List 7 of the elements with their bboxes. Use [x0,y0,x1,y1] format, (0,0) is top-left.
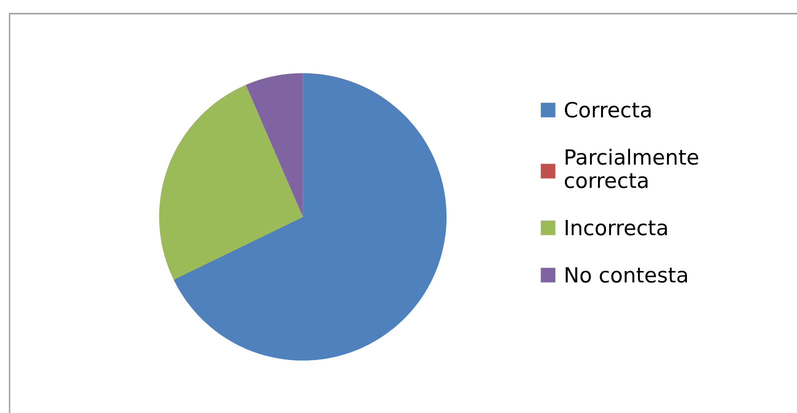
legend-label: Parcialmente correcta [564,148,698,188]
legend-label: No contesta [566,267,687,283]
legend-label: Incorrecta [566,220,667,236]
pie-slice [246,73,303,217]
pie-slice [159,84,303,280]
legend-label: Correcta [564,102,651,118]
pie-slice [174,73,447,361]
